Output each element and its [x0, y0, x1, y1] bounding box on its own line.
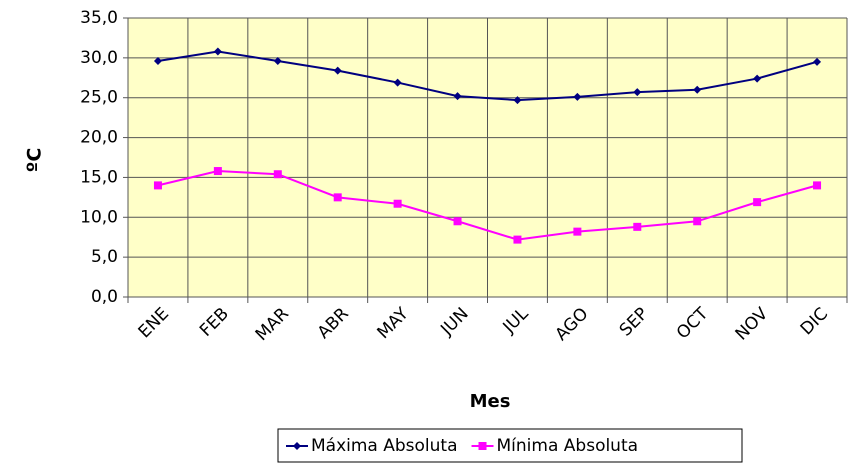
x-tick-label: NOV: [732, 304, 773, 345]
marker: [273, 170, 282, 179]
y-tick-label: 10,0: [80, 207, 118, 227]
marker: [213, 167, 222, 176]
y-tick-label: 15,0: [80, 167, 118, 187]
legend-label: Mínima Absoluta: [497, 436, 639, 456]
x-tick-label: OCT: [673, 303, 713, 343]
marker: [693, 217, 702, 226]
marker: [393, 78, 402, 87]
y-tick-label: 30,0: [80, 48, 118, 68]
x-tick-label: FEB: [196, 304, 233, 341]
marker: [573, 92, 582, 101]
marker: [153, 57, 162, 66]
legend-marker: [293, 442, 301, 450]
x-tick-label: AGO: [552, 304, 593, 345]
marker: [573, 227, 582, 236]
x-axis-label: Mes: [470, 391, 511, 412]
marker: [813, 181, 822, 190]
marker: [333, 193, 342, 202]
y-tick-label: 35,0: [80, 8, 118, 28]
x-tick-label: DIC: [797, 304, 832, 339]
marker: [513, 96, 522, 105]
series-line: [157, 170, 818, 241]
y-tick-label: 20,0: [80, 128, 118, 148]
y-tick-label: 25,0: [80, 88, 118, 108]
y-tick-label: 5,0: [91, 247, 118, 267]
x-tick-label: JUN: [436, 304, 472, 340]
x-tick-label: MAR: [252, 304, 293, 345]
x-tick-label: ABR: [314, 304, 353, 343]
x-tick-label: ENE: [135, 304, 173, 342]
marker: [393, 199, 402, 208]
marker: [213, 47, 222, 56]
legend-label: Máxima Absoluta: [311, 436, 458, 456]
marker: [753, 74, 762, 83]
marker: [633, 222, 642, 231]
y-axis-label: ºC: [24, 148, 46, 173]
legend-box: [277, 428, 743, 463]
legend-marker: [478, 442, 487, 450]
marker: [333, 66, 342, 75]
series-line: [157, 50, 818, 102]
marker: [813, 57, 822, 66]
y-tick-label: 0,0: [91, 287, 118, 307]
x-tick-label: MAY: [374, 304, 414, 344]
marker: [633, 88, 642, 97]
marker: [453, 92, 462, 101]
marker: [153, 181, 162, 190]
x-tick-label: SEP: [616, 304, 653, 341]
marker: [453, 217, 462, 226]
marker: [693, 85, 702, 94]
marker: [513, 235, 522, 244]
marker: [273, 57, 282, 66]
x-tick-label: JUL: [499, 304, 533, 338]
marker: [753, 198, 762, 207]
